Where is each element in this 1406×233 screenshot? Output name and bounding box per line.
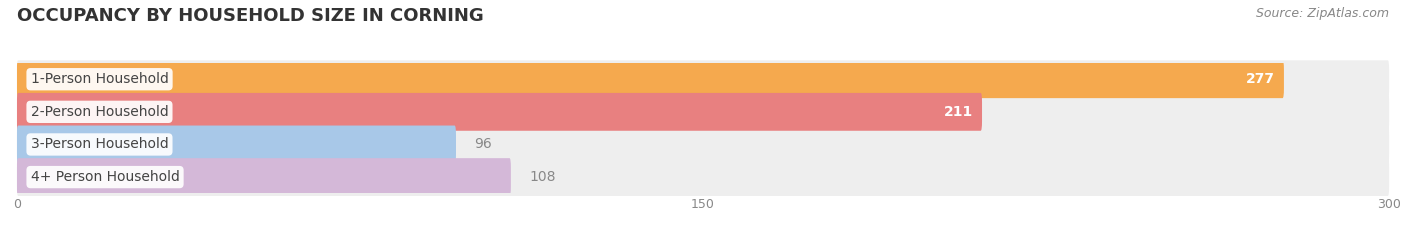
- FancyBboxPatch shape: [17, 158, 510, 196]
- Text: 4+ Person Household: 4+ Person Household: [31, 170, 180, 184]
- Text: 1-Person Household: 1-Person Household: [31, 72, 169, 86]
- Text: Source: ZipAtlas.com: Source: ZipAtlas.com: [1256, 7, 1389, 20]
- FancyBboxPatch shape: [17, 60, 1389, 98]
- Text: 96: 96: [474, 137, 492, 151]
- Text: 2-Person Household: 2-Person Household: [31, 105, 169, 119]
- Text: 108: 108: [529, 170, 555, 184]
- FancyBboxPatch shape: [17, 93, 981, 131]
- Text: 3-Person Household: 3-Person Household: [31, 137, 169, 151]
- Text: 211: 211: [943, 105, 973, 119]
- FancyBboxPatch shape: [17, 126, 1389, 163]
- FancyBboxPatch shape: [17, 93, 1389, 131]
- FancyBboxPatch shape: [17, 158, 1389, 196]
- Text: 277: 277: [1246, 72, 1275, 86]
- Text: OCCUPANCY BY HOUSEHOLD SIZE IN CORNING: OCCUPANCY BY HOUSEHOLD SIZE IN CORNING: [17, 7, 484, 25]
- FancyBboxPatch shape: [17, 126, 456, 163]
- FancyBboxPatch shape: [17, 60, 1284, 98]
